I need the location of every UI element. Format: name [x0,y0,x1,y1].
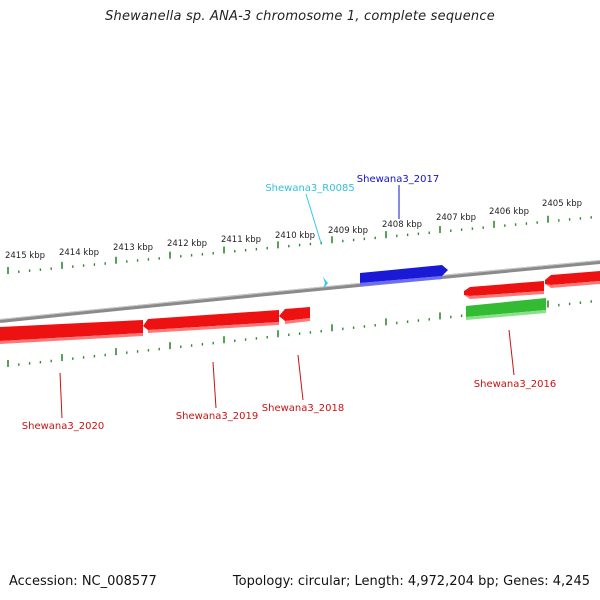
chromosome-backbone [0,260,600,323]
kbp-label: 2410 kbp [275,231,315,241]
feature-gene-Shewana3_2020-shade [0,333,143,344]
label-Shewana3_2017: Shewana3_2017 [357,174,439,185]
leader-Shewana3_2018 [297,354,304,401]
kbp-label: 2405 kbp [542,199,582,209]
kbp-label: 2415 kbp [5,251,45,261]
label-Shewana3_2018: Shewana3_2018 [262,403,344,414]
chromosome-backbone-highlight [0,260,600,320]
kbp-label: 2411 kbp [221,235,261,245]
leader-Shewana3_2016 [508,329,515,376]
kbp-label: 2413 kbp [113,243,153,253]
kbp-label: 2407 kbp [436,213,476,223]
feature-gene-green[interactable] [466,298,546,317]
kbp-label: 2406 kbp [489,207,529,217]
feature-gene-Shewana3_2020[interactable] [0,320,143,341]
kbp-label: 2409 kbp [328,226,368,236]
kbp-label: 2414 kbp [59,248,99,258]
feature-gene-unlabeled-right-shade [545,281,600,288]
feature-gene-Shewana3_2019-shade [148,322,279,333]
map-title: Shewanella sp. ANA-3 chromosome 1, compl… [105,9,495,24]
leader-Shewana3_2019 [212,361,217,409]
genome-stats-text: Topology: circular; Length: 4,972,204 bp… [232,574,590,589]
label-Shewana3_R0085: Shewana3_R0085 [265,183,354,194]
label-Shewana3_2019: Shewana3_2019 [176,411,258,422]
kbp-label: 2412 kbp [167,239,207,249]
feature-gene-Shewana3_2019[interactable] [143,310,279,330]
feature-gene-unlabeled-right[interactable] [545,271,600,285]
label-Shewana3_2020: Shewana3_2020 [22,421,104,432]
feature-gene-Shewana3_2017-shade [360,276,442,286]
feature-gene-Shewana3_2016[interactable] [464,281,544,296]
feature-gene-green-shade [466,310,546,320]
leader-Shewana3_R0085 [305,193,322,244]
feature-gene-Shewana3_2018[interactable] [279,307,310,321]
feature-rna-Shewana3_R0085[interactable] [323,277,328,289]
feature-gene-Shewana3_2016-shade [464,291,544,299]
feature-gene-Shewana3_2017[interactable] [360,265,448,283]
feature-gene-Shewana3_2018-shade [285,318,310,324]
kbp-label: 2408 kbp [382,220,422,230]
tick-row-top [7,215,592,274]
label-Shewana3_2016: Shewana3_2016 [474,379,556,390]
accession-text: Accession: NC_008577 [9,574,157,589]
leader-Shewana3_2020 [59,372,63,419]
